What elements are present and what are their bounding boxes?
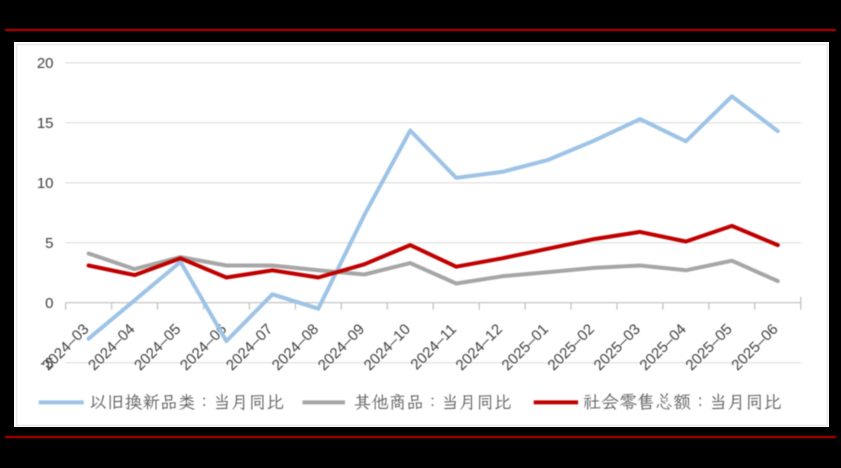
svg-text:2024–10: 2024–10: [361, 321, 414, 374]
svg-text:2025–06: 2025–06: [728, 321, 781, 374]
svg-text:-5: -5: [40, 355, 53, 372]
svg-text:20: 20: [37, 55, 54, 72]
svg-text:15: 15: [37, 115, 54, 132]
svg-text:0: 0: [45, 295, 53, 312]
svg-text:2024–09: 2024–09: [315, 321, 368, 374]
svg-text:2025–03: 2025–03: [591, 321, 644, 374]
svg-text:2024–07: 2024–07: [223, 321, 276, 374]
svg-text:2024–04: 2024–04: [85, 321, 138, 374]
svg-text:2024–05: 2024–05: [131, 321, 184, 374]
svg-text:2024–11: 2024–11: [407, 321, 460, 374]
svg-text:10: 10: [37, 175, 54, 192]
svg-text:2024–06: 2024–06: [177, 321, 230, 374]
svg-text:2024–03: 2024–03: [39, 321, 92, 374]
svg-text:2024–08: 2024–08: [269, 321, 322, 374]
svg-text:2025–05: 2025–05: [682, 321, 735, 374]
svg-text:5: 5: [45, 235, 53, 252]
svg-text:2025–04: 2025–04: [636, 321, 689, 374]
svg-text:2024–12: 2024–12: [453, 321, 506, 374]
svg-text:2025–02: 2025–02: [545, 321, 598, 374]
svg-text:2025–01: 2025–01: [499, 321, 552, 374]
